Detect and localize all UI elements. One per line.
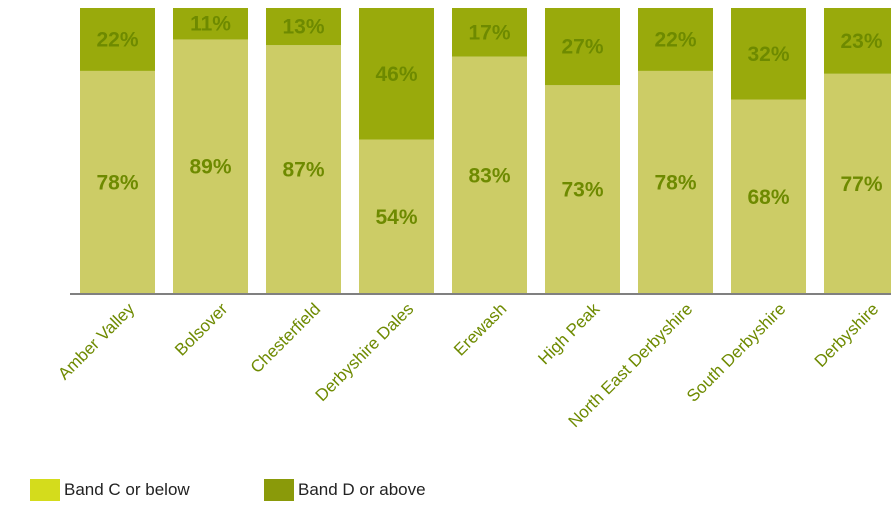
bar-derbyshire-dales-band-d-or-above: [359, 8, 434, 140]
bar-derbyshire-dales-band-c-or-below: [359, 139, 434, 294]
legend-label-band-d: Band D or above: [298, 480, 426, 499]
data-label-erewash-band-c-or-below: 83%: [468, 164, 510, 187]
data-label-amber-valley-band-c-or-below: 78%: [96, 171, 138, 194]
bar-north-east-derbyshire-band-d-or-above: [638, 8, 713, 71]
data-label-bolsover-band-d-or-above: 11%: [190, 13, 231, 36]
data-labels-group: 78% 22% 89% 11% 87% 13% 54% 46% 83% 17% 73% 27% 78% 2…: [96, 13, 882, 229]
data-label-derbyshire-band-c-or-below: 77%: [840, 173, 882, 196]
data-label-bolsover-band-c-or-below: 89%: [189, 156, 231, 179]
bar-chesterfield-band-c-or-below: [266, 45, 341, 295]
bar-erewash-band-c-or-below: [452, 56, 527, 295]
category-label-derbyshire: Derbyshire: [811, 299, 883, 371]
legend-swatch-band-d: [264, 479, 294, 501]
data-label-erewash-band-d-or-above: 17%: [468, 21, 510, 44]
bars-group: [80, 8, 891, 295]
legend-swatch-band-c: [30, 479, 60, 501]
data-label-amber-valley-band-d-or-above: 22%: [96, 28, 138, 51]
bar-north-east-derbyshire-band-c-or-below: [638, 70, 713, 294]
category-label-amber-valley: Amber Valley: [54, 299, 138, 383]
data-label-derbyshire-band-d-or-above: 23%: [840, 30, 882, 53]
category-labels-group: Amber Valley Bolsover ChesterfieldDerbyshi…: [54, 299, 882, 431]
data-label-derbyshire-dales-band-c-or-below: 54%: [375, 206, 417, 229]
data-label-chesterfield-band-c-or-below: 87%: [282, 159, 324, 182]
legend-item-band-c: Band C or below: [30, 478, 190, 502]
legend-item-band-d: Band D or above: [264, 478, 426, 502]
bar-chesterfield-band-d-or-above: [266, 8, 341, 46]
bar-amber-valley-band-d-or-above: [80, 8, 155, 71]
data-label-high-peak-band-d-or-above: 27%: [561, 36, 603, 59]
bar-high-peak-band-c-or-below: [545, 85, 620, 294]
bar-derbyshire-band-d-or-above: [824, 8, 891, 74]
data-label-south-derbyshire-band-c-or-below: 68%: [747, 186, 789, 209]
category-label-chesterfield: Chesterfield: [247, 299, 325, 377]
data-label-south-derbyshire-band-d-or-above: 32%: [747, 43, 789, 66]
data-label-north-east-derbyshire-band-c-or-below: 78%: [654, 171, 696, 194]
bar-south-derbyshire-band-c-or-below: [731, 99, 806, 295]
category-label-erewash: Erewash: [450, 299, 510, 359]
bar-derbyshire-band-c-or-below: [824, 73, 891, 294]
bar-bolsover-band-c-or-below: [173, 39, 248, 295]
data-label-derbyshire-dales-band-d-or-above: 46%: [375, 63, 417, 86]
bar-south-derbyshire-band-d-or-above: [731, 8, 806, 100]
category-label-south-derbyshire: South Derbyshire: [683, 299, 789, 405]
bar-amber-valley-band-c-or-below: [80, 70, 155, 294]
bar-bolsover-band-d-or-above: [173, 8, 248, 40]
data-label-high-peak-band-c-or-below: 73%: [561, 179, 603, 202]
legend-label-band-c: Band C or below: [64, 480, 190, 499]
category-label-bolsover: Bolsover: [171, 299, 231, 359]
bar-erewash-band-d-or-above: [452, 8, 527, 57]
data-label-chesterfield-band-d-or-above: 13%: [282, 16, 324, 39]
data-label-north-east-derbyshire-band-d-or-above: 22%: [654, 28, 696, 51]
bar-high-peak-band-d-or-above: [545, 8, 620, 86]
category-label-high-peak: High Peak: [534, 299, 603, 368]
category-label-derbyshire-dales: Derbyshire Dales: [312, 299, 418, 405]
